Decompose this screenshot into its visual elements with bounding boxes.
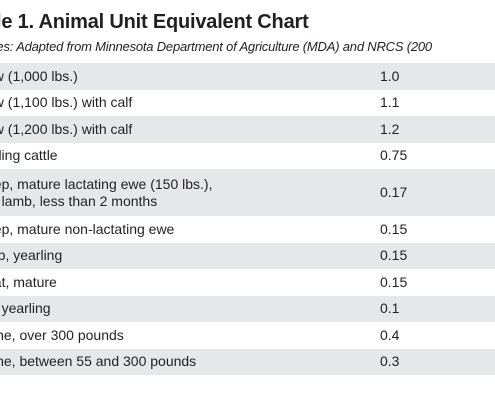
animal-unit-value: 0.3 [340, 348, 495, 375]
table-row: arling cattle 0.75 [0, 142, 495, 169]
animal-unit-value: 0.15 [340, 269, 495, 296]
animal-unit-value: 0.4 [340, 322, 495, 349]
animal-unit-value: 0.75 [340, 142, 495, 169]
animal-type-cell: ow (1,000 lbs.) [0, 63, 340, 90]
table-row: eep, mature non-lactating ewe 0.15 [0, 216, 495, 243]
animal-unit-table: ow (1,000 lbs.)1.0ow (1,100 lbs.) with c… [0, 63, 495, 375]
table-row: ow (1,200 lbs.) with calf 1.2 [0, 116, 495, 143]
animal-type-cell: eep, mature lactating ewe (150 lbs.), th … [0, 169, 340, 216]
animal-type-label: eep, mature non-lactating ewe [0, 220, 175, 237]
animal-type-label: ow (1,100 lbs.) with calf [0, 94, 133, 111]
animal-unit-value: 0.15 [340, 216, 495, 243]
animal-type-cell: ow (1,100 lbs.) with calf [0, 89, 340, 116]
animal-type-label: ow (1,000 lbs.) [0, 67, 78, 84]
animal-type-cell: eep, mature non-lactating ewe [0, 216, 340, 243]
animal-unit-value: 0.17 [340, 169, 495, 216]
table-body: ow (1,000 lbs.)1.0ow (1,100 lbs.) with c… [0, 63, 495, 375]
animal-unit-value: 0.15 [340, 242, 495, 269]
table-source-note: rces: Adapted from Minnesota Department … [0, 39, 432, 54]
animal-type-label: d, yearling [0, 300, 51, 317]
table-row: oat, mature 0.15 [0, 269, 495, 296]
table-title: ble 1. Animal Unit Equivalent Chart [0, 11, 309, 33]
animal-type-label: vine, over 300 pounds [0, 326, 124, 343]
animal-unit-table-container: ow (1,000 lbs.)1.0ow (1,100 lbs.) with c… [0, 63, 495, 375]
animal-type-cell: vine, over 300 pounds [0, 322, 340, 349]
table-row: ow (1,100 lbs.) with calf 1.1 [0, 89, 495, 116]
table-row: vine, over 300 pounds 0.4 [0, 322, 495, 349]
animal-type-cell: oat, mature [0, 269, 340, 296]
animal-unit-value: 1.1 [340, 89, 495, 116]
animal-type-label: eep, mature lactating ewe (150 lbs.), [0, 175, 213, 192]
animal-type-label: th lamb, less than 2 months [0, 192, 158, 209]
table-row: mb, yearling 0.15 [0, 242, 495, 269]
animal-type-cell: ow (1,200 lbs.) with calf [0, 116, 340, 143]
table-row: d, yearling 0.1 [0, 295, 495, 322]
table-row: ow (1,000 lbs.) 1.0 [0, 63, 495, 90]
table-row: eep, mature lactating ewe (150 lbs.), th … [0, 169, 495, 216]
animal-type-cell: arling cattle [0, 142, 340, 169]
animal-type-cell: vine, between 55 and 300 pounds [0, 348, 340, 375]
animal-type-label: oat, mature [0, 273, 57, 290]
table-row: vine, between 55 and 300 pounds 0.3 [0, 348, 495, 375]
animal-type-label: ow (1,200 lbs.) with calf [0, 120, 133, 137]
animal-unit-value: 1.2 [340, 116, 495, 143]
animal-type-cell: mb, yearling [0, 242, 340, 269]
animal-type-label: arling cattle [0, 147, 58, 164]
animal-type-label: mb, yearling [0, 247, 63, 264]
animal-unit-value: 1.0 [340, 63, 495, 90]
animal-type-cell: d, yearling [0, 295, 340, 322]
animal-type-label: vine, between 55 and 300 pounds [0, 353, 197, 370]
animal-unit-value: 0.1 [340, 295, 495, 322]
